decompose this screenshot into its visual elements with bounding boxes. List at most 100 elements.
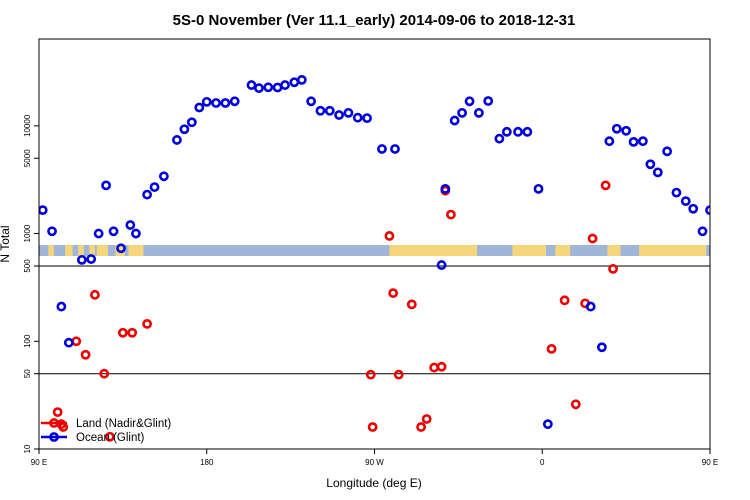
ocean-point (483, 96, 494, 106)
land-point (388, 288, 399, 299)
ocean-point (93, 228, 104, 239)
ocean-point (131, 228, 141, 239)
y-tick-label: 10 (23, 444, 32, 453)
ocean-point (149, 182, 160, 192)
plot-frame (38, 38, 711, 450)
ocean-point (254, 83, 264, 94)
land-point (393, 369, 404, 380)
land-point (52, 407, 63, 418)
ocean-point (585, 301, 596, 312)
ocean-point (662, 146, 673, 157)
ocean-point (697, 226, 708, 237)
ocean-point (56, 301, 67, 312)
ocean-point (201, 96, 212, 107)
land-point (117, 327, 128, 338)
ocean-point (186, 117, 197, 128)
ocean-point (362, 113, 372, 123)
x-axis: 90 E 180 90 W 0 90 E (31, 449, 718, 467)
land-point (142, 318, 153, 329)
x-tick-label: 90 E (702, 458, 718, 467)
land-segment (389, 245, 478, 256)
land-point (127, 327, 138, 338)
land-point (570, 399, 581, 410)
ocean-point (179, 124, 190, 135)
ocean-point (324, 105, 335, 116)
ocean-point (172, 135, 182, 145)
land-point (608, 263, 618, 274)
ocean-point (494, 133, 505, 144)
ocean-point (220, 98, 231, 108)
land-segment (512, 245, 546, 256)
land-point (421, 414, 432, 424)
land-point (80, 349, 91, 360)
land-segment (96, 245, 108, 256)
land-segment (555, 245, 571, 256)
ocean-point (108, 226, 119, 237)
land-segment (639, 245, 707, 256)
ocean-point (688, 203, 699, 214)
ocean-point (457, 107, 468, 118)
ocean-point (436, 260, 447, 270)
ocean-point (705, 205, 710, 216)
ocean-point (638, 136, 648, 147)
land-point (416, 422, 426, 432)
ocean-point (611, 123, 622, 134)
y-tick-label: 10000 (23, 114, 32, 137)
land-point (104, 431, 115, 442)
ocean-point (334, 110, 344, 120)
land-segment (607, 245, 621, 256)
legend-marker (49, 418, 59, 428)
ocean-point (263, 82, 274, 93)
land-segment (48, 245, 54, 256)
ocean-point (604, 136, 615, 147)
ocean-point (306, 96, 317, 107)
land-segment (65, 245, 73, 256)
y-tick-label: 100 (23, 334, 32, 348)
y-tick-label: 500 (23, 259, 32, 273)
ocean-point (352, 112, 363, 123)
ocean-point (377, 144, 387, 154)
ocean-point (652, 167, 663, 178)
chart-title: 5S-0 November (Ver 11.1_early) 2014-09-0… (173, 12, 576, 29)
x-axis-title: Longitude (deg E) (326, 476, 421, 490)
x-tick-label: 180 (200, 458, 214, 467)
y-tick-label: 5000 (23, 149, 32, 167)
ocean-point (542, 419, 553, 430)
y-axis-title: N Total (0, 225, 12, 262)
ocean-point (671, 187, 682, 198)
ocean-point (343, 107, 354, 118)
y-tick-label: 50 (23, 369, 32, 378)
land-point (365, 369, 376, 380)
ocean-point (142, 189, 153, 200)
x-tick-label: 90 W (365, 458, 384, 467)
ocean-band (39, 245, 710, 256)
ocean-point (645, 159, 656, 170)
land-segment (89, 245, 95, 256)
land-point (559, 295, 570, 306)
y-tick-label: 1000 (23, 224, 32, 242)
ocean-point (63, 337, 74, 348)
land-ocean-band (39, 245, 710, 256)
ocean-point (229, 96, 240, 107)
ocean-point (47, 226, 57, 237)
ocean-point (473, 107, 484, 118)
ocean-point (116, 243, 126, 254)
land-point (384, 231, 395, 241)
ocean-point (449, 115, 460, 126)
land-segment (78, 245, 84, 256)
ocean-point (86, 254, 97, 264)
ocean-point (280, 80, 290, 90)
y-axis: 10 50 100 500 1000 5000 10000 (23, 114, 39, 453)
ocean-point (628, 136, 639, 147)
ocean-point (101, 180, 111, 191)
x-tick-label: 90 E (31, 458, 47, 467)
land-segment (128, 245, 144, 256)
ocean-point (296, 74, 307, 85)
legend: Land (Nadir&Glint) Ocean (Glint) (41, 418, 171, 444)
land-point (90, 289, 100, 300)
ocean-point (246, 80, 257, 90)
ocean-point (501, 126, 512, 137)
ocean-point (596, 342, 607, 353)
ocean-point (315, 105, 326, 116)
